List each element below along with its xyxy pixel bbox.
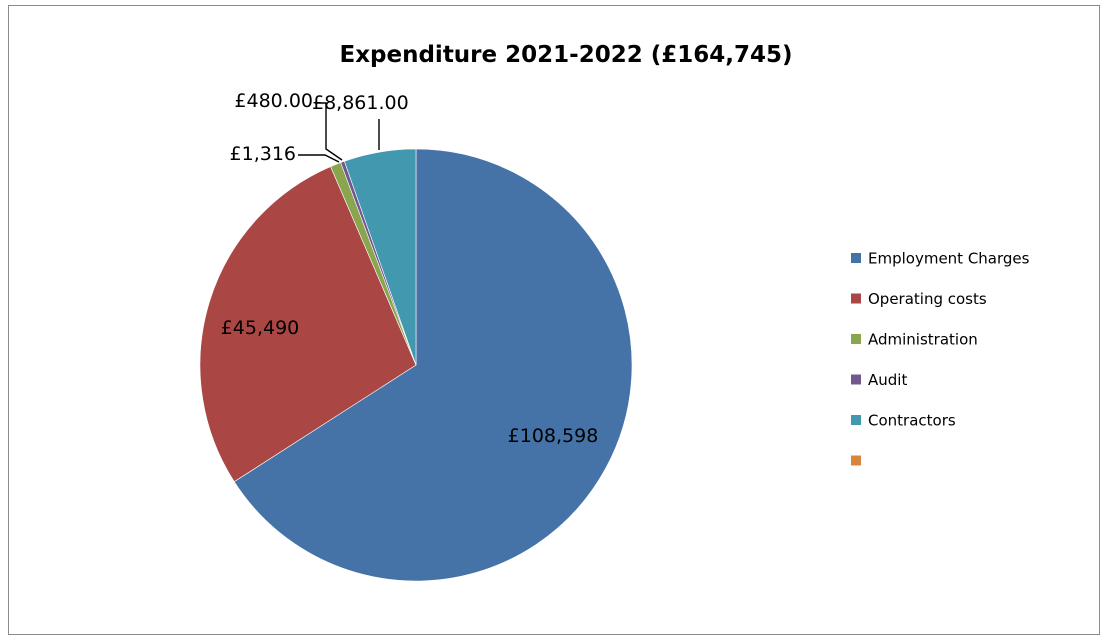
legend-label-audit: Audit xyxy=(868,371,907,389)
data-label-administration: £1,316 xyxy=(230,143,296,165)
legend-swatch-employment-charges xyxy=(851,253,861,263)
leader-line-administration xyxy=(298,154,340,163)
legend-label-employment-charges: Employment Charges xyxy=(868,250,1030,268)
data-label-contractors: £8,861.00 xyxy=(312,92,409,114)
legend-label-operating-costs: Operating costs xyxy=(868,290,987,308)
legend-label-administration: Administration xyxy=(868,331,978,349)
pie-slice-employment-charges xyxy=(233,148,633,582)
legend-swatch-administration xyxy=(851,334,861,344)
data-label-operating-costs: £45,490 xyxy=(221,317,300,339)
legend-swatch-contractors xyxy=(851,415,861,425)
data-label-employment-charges: £108,598 xyxy=(508,425,599,447)
leader-line-audit xyxy=(315,102,343,161)
pie-slice-operating-costs xyxy=(199,166,417,483)
legend-label-contractors: Contractors xyxy=(868,412,956,430)
legend-swatch-operating-costs xyxy=(851,293,861,304)
legend-swatch-unlabeled xyxy=(851,455,861,466)
chart-title: Expenditure 2021-2022 (£164,745) xyxy=(339,42,792,68)
data-label-audit: £480.00 xyxy=(234,90,313,112)
pie-slice-contractors xyxy=(343,148,417,366)
legend-swatch-audit xyxy=(851,374,861,385)
